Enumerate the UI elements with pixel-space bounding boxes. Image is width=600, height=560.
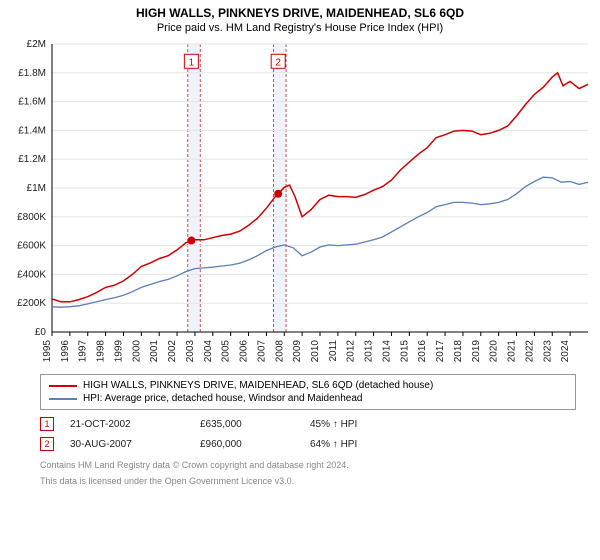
x-tick-label: 1999 — [113, 340, 124, 363]
x-tick-label: 2021 — [507, 340, 518, 363]
y-tick-label: £2M — [27, 39, 46, 50]
transactions-table: 1 21-OCT-2002£635,00045% ↑ HPI 2 30-AUG-200… — [40, 414, 576, 454]
x-tick-label: 2018 — [453, 340, 464, 363]
transaction-price: £960,000 — [200, 439, 310, 450]
y-tick-label: £1.8M — [18, 68, 46, 79]
y-tick-label: £1.4M — [18, 125, 46, 136]
x-tick-label: 2019 — [471, 340, 482, 363]
transaction-row: 1 21-OCT-2002£635,00045% ↑ HPI — [40, 414, 576, 434]
footnote-1: Contains HM Land Registry data © Crown c… — [40, 460, 576, 470]
x-tick-label: 2001 — [149, 340, 160, 363]
x-tick-label: 2015 — [399, 340, 410, 363]
y-tick-label: £0 — [35, 327, 47, 338]
x-tick-label: 1995 — [42, 340, 53, 363]
transaction-row: 2 30-AUG-2007£960,00064% ↑ HPI — [40, 434, 576, 454]
x-tick-label: 2004 — [203, 340, 214, 363]
x-tick-label: 2022 — [524, 340, 535, 363]
legend-label: HIGH WALLS, PINKNEYS DRIVE, MAIDENHEAD, … — [83, 380, 433, 391]
legend-label: HPI: Average price, detached house, Wind… — [83, 393, 362, 404]
legend-swatch — [49, 385, 77, 387]
chart-subtitle: Price paid vs. HM Land Registry's House … — [0, 20, 600, 38]
legend-item: HPI: Average price, detached house, Wind… — [49, 392, 567, 405]
x-tick-label: 2011 — [328, 340, 339, 362]
transaction-marker: 2 — [40, 437, 54, 451]
y-tick-label: £600K — [17, 241, 46, 252]
legend-swatch — [49, 398, 77, 400]
legend-item: HIGH WALLS, PINKNEYS DRIVE, MAIDENHEAD, … — [49, 379, 567, 392]
y-tick-label: £1.2M — [18, 154, 46, 165]
x-tick-label: 2023 — [542, 340, 553, 363]
x-tick-label: 2008 — [274, 340, 285, 363]
price-chart: £0 £200K £400K £600K £800K £1M £1.2M £1.4M £1.6M… — [0, 38, 600, 368]
y-tick-label: £1M — [27, 183, 46, 194]
x-tick-label: 2014 — [381, 340, 392, 363]
sale-marker — [187, 237, 195, 245]
transaction-date: 30-AUG-2007 — [70, 439, 200, 450]
x-tick-label: 1996 — [60, 340, 71, 363]
transaction-date: 21-OCT-2002 — [70, 419, 200, 430]
sale-marker — [274, 190, 282, 198]
transaction-pct: 45% ↑ HPI — [310, 419, 430, 430]
x-tick-label: 2000 — [131, 340, 142, 363]
x-tick-label: 2002 — [167, 340, 178, 363]
x-tick-label: 1997 — [78, 340, 89, 363]
x-tick-label: 2020 — [489, 340, 500, 363]
transaction-marker: 1 — [40, 417, 54, 431]
x-tick-label: 2010 — [310, 340, 321, 363]
x-tick-label: 2009 — [292, 340, 303, 363]
footnote-2: This data is licensed under the Open Gov… — [40, 476, 576, 486]
x-tick-label: 2013 — [364, 340, 375, 363]
legend: HIGH WALLS, PINKNEYS DRIVE, MAIDENHEAD, … — [40, 374, 576, 410]
y-tick-label: £1.6M — [18, 97, 46, 108]
x-tick-label: 2003 — [185, 340, 196, 363]
x-tick-label: 2006 — [239, 340, 250, 363]
x-tick-label: 2016 — [417, 340, 428, 363]
sale-label-text: 1 — [189, 57, 195, 68]
x-tick-label: 1998 — [96, 340, 107, 363]
x-tick-label: 2012 — [346, 340, 357, 363]
sale-label-text: 2 — [275, 57, 281, 68]
transaction-price: £635,000 — [200, 419, 310, 430]
chart-title: HIGH WALLS, PINKNEYS DRIVE, MAIDENHEAD, … — [0, 0, 600, 20]
y-tick-label: £400K — [17, 269, 46, 280]
y-tick-label: £800K — [17, 212, 46, 223]
x-tick-label: 2005 — [221, 340, 232, 363]
x-tick-label: 2007 — [256, 340, 267, 363]
x-tick-label: 2024 — [560, 340, 571, 363]
x-tick-label: 2017 — [435, 340, 446, 363]
transaction-pct: 64% ↑ HPI — [310, 439, 430, 450]
y-tick-label: £200K — [17, 298, 46, 309]
